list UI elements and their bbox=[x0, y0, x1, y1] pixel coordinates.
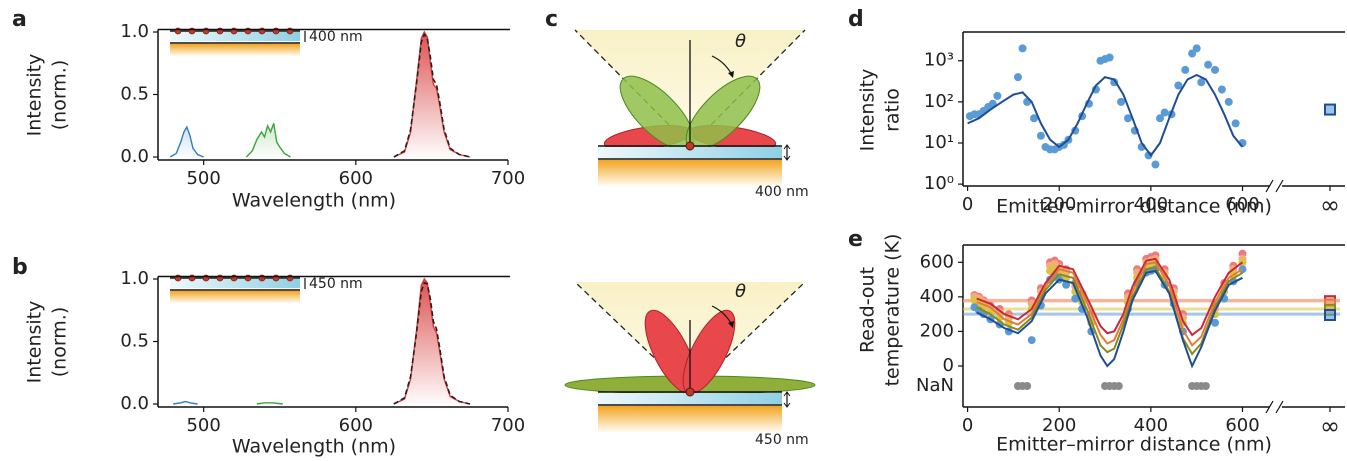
data-point bbox=[1106, 53, 1114, 61]
x-tick-label: 0 bbox=[962, 194, 973, 215]
y-tick-label: 10³ bbox=[924, 50, 954, 71]
y-tick-label: 0.5 bbox=[120, 331, 149, 352]
inset-a bbox=[170, 28, 305, 56]
annotation: 400 nm bbox=[309, 29, 363, 45]
y-tick-label: 0.0 bbox=[120, 393, 149, 414]
data-point bbox=[1193, 44, 1201, 52]
x-tick-label: 200 bbox=[1042, 415, 1076, 436]
y-tick-label: 0.0 bbox=[120, 146, 149, 167]
x-axis-label: Wavelength (nm) bbox=[232, 190, 396, 212]
panel-label: d bbox=[848, 7, 864, 32]
nan-point bbox=[1202, 382, 1210, 390]
data-point bbox=[1204, 61, 1212, 69]
y-axis-label: (norm.) bbox=[49, 307, 71, 378]
x-tick-label: 600 bbox=[1225, 194, 1259, 215]
nan-point bbox=[1023, 382, 1031, 390]
diagram-400 bbox=[575, 30, 805, 186]
y-tick-label: 10² bbox=[924, 91, 954, 112]
x-break-label: ∞ bbox=[1320, 191, 1340, 219]
inset-b bbox=[170, 275, 305, 303]
y-axis-label: ratio bbox=[882, 88, 904, 132]
y-tick-label: 10⁰ bbox=[924, 173, 954, 194]
y-tick-label: 1.0 bbox=[120, 21, 149, 42]
x-tick-label: 200 bbox=[1042, 194, 1076, 215]
y-tick-label: 1.0 bbox=[120, 268, 149, 289]
area bbox=[394, 279, 470, 404]
page: 400 nm 450 nm c θ 400 nm θ 450 nm a Wavel… bbox=[0, 0, 1347, 461]
x-break-label: ∞ bbox=[1320, 412, 1340, 440]
data-point bbox=[1117, 98, 1125, 106]
data-point bbox=[1161, 109, 1169, 117]
infinity-point bbox=[1325, 310, 1335, 320]
data-point bbox=[1232, 119, 1240, 127]
diagram-450 bbox=[565, 282, 815, 432]
x-tick-label: 500 bbox=[186, 168, 220, 189]
x-tick-label: 700 bbox=[491, 415, 525, 436]
data-point bbox=[1181, 66, 1189, 74]
y-axis-label: temperature (K) bbox=[882, 234, 904, 387]
x-tick-label: 600 bbox=[339, 415, 373, 436]
panel-label: e bbox=[848, 227, 863, 252]
y-tick-label: 0 bbox=[943, 355, 954, 376]
x-tick-label: 600 bbox=[339, 168, 373, 189]
theta: θ bbox=[735, 31, 746, 52]
area bbox=[170, 127, 204, 157]
data-point bbox=[1014, 73, 1022, 81]
panel-label: b bbox=[12, 255, 28, 280]
y-axis-label: Intensity bbox=[24, 54, 46, 137]
data-point bbox=[1218, 85, 1226, 93]
thickness: 450 nm bbox=[755, 432, 809, 448]
area bbox=[394, 32, 470, 157]
x-tick-label: 500 bbox=[186, 415, 220, 436]
x-tick-label: 700 bbox=[491, 168, 525, 189]
y-tick-label: 600 bbox=[920, 251, 954, 272]
y-axis-label: Read-out bbox=[857, 267, 879, 353]
panel-label: a bbox=[12, 7, 27, 32]
x-tick-label: 400 bbox=[1134, 415, 1168, 436]
infinity-point bbox=[1325, 105, 1335, 115]
data-point bbox=[993, 92, 1001, 100]
y-tick-label: 200 bbox=[920, 320, 954, 341]
nan-point bbox=[1115, 382, 1123, 390]
x-tick-label: 600 bbox=[1225, 415, 1259, 436]
x-tick-label: 400 bbox=[1134, 194, 1168, 215]
y-axis-label: (norm.) bbox=[49, 60, 71, 131]
nan-label: NaN bbox=[916, 375, 954, 396]
figure: 400 nm 450 nm c θ 400 nm θ 450 nm a Wavel… bbox=[0, 0, 1347, 461]
data-point bbox=[1019, 44, 1027, 52]
y-axis-label: Intensity bbox=[857, 69, 879, 152]
data-point bbox=[1151, 160, 1159, 168]
y-tick-label: 10¹ bbox=[924, 132, 954, 153]
x-axis-label: Emitter–mirror distance (nm) bbox=[996, 434, 1272, 456]
x-axis-label: Wavelength (nm) bbox=[232, 436, 396, 458]
panel-label: c bbox=[545, 7, 558, 32]
y-axis-label: Intensity bbox=[24, 301, 46, 384]
data-point bbox=[1211, 66, 1219, 74]
fit-line bbox=[968, 75, 1243, 155]
y-tick-label: 0.5 bbox=[120, 84, 149, 105]
data-point bbox=[1225, 98, 1233, 106]
thickness: 400 nm bbox=[755, 184, 809, 200]
data-point bbox=[1028, 336, 1036, 344]
annotation: 450 nm bbox=[309, 276, 363, 292]
y-tick-label: 400 bbox=[920, 286, 954, 307]
x-tick-label: 0 bbox=[962, 415, 973, 436]
theta: θ bbox=[735, 281, 746, 302]
data-point bbox=[1037, 132, 1045, 140]
